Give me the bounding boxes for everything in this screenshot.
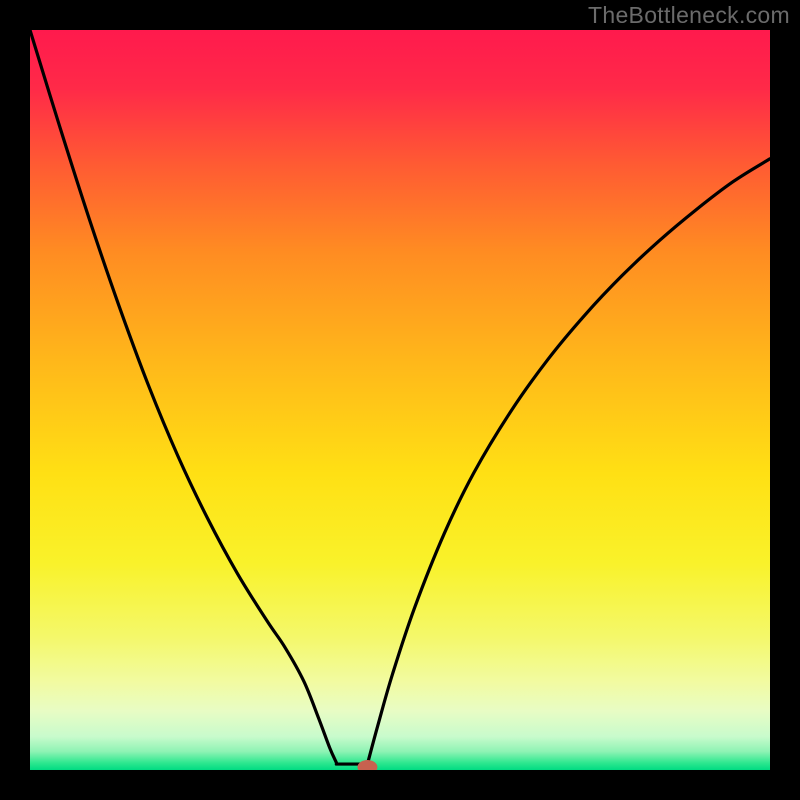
chart-frame: TheBottleneck.com	[0, 0, 800, 800]
plot-area	[30, 30, 770, 770]
gradient-background	[30, 30, 770, 770]
bottleneck-chart-svg	[30, 30, 770, 770]
watermark-text: TheBottleneck.com	[588, 2, 790, 29]
